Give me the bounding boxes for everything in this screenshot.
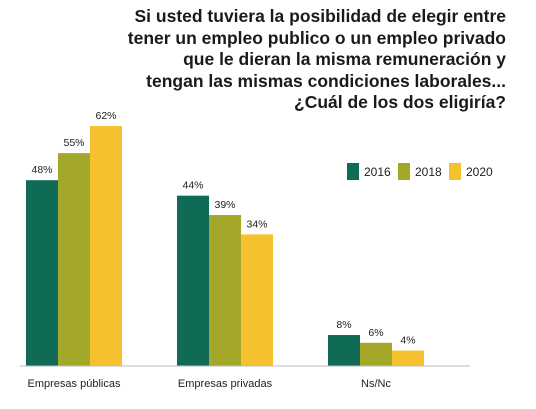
bar-2018-1 [209,215,241,366]
legend-label: 2016 [364,165,391,179]
bar-2020-2 [392,350,424,366]
bar-2018-0 [58,153,90,366]
category-labels: Empresas públicas Empresas privadas Ns/Nc [28,378,392,390]
chart-title: Si usted tuviera la posibilidad de elegi… [6,6,506,114]
category-label: Ns/Nc [361,378,391,390]
bar-2020-0 [90,126,122,366]
title-line: tengan las mismas condiciones laborales.… [146,70,506,91]
title-line: Si usted tuviera la posibilidad de elegi… [134,6,507,26]
bars-group: 48% 55% 62% 44% 39% 34% 8% 6% 4% [26,110,424,366]
data-label: 48% [31,164,52,176]
legend-swatch-2016 [347,163,359,180]
bar-2016-0 [26,180,58,366]
data-label: 34% [246,218,267,230]
data-label: 6% [368,327,383,339]
legend-label: 2018 [415,165,442,179]
legend-swatch-2018 [398,163,410,180]
legend-label: 2020 [466,165,493,179]
legend: 2016 2018 2020 [347,163,493,180]
bar-2016-2 [328,335,360,366]
data-label: 62% [95,110,116,122]
title-line: ¿Cuál de los dos eligiría? [294,92,506,112]
title-line: que le dieran la misma remuneración y [183,49,506,69]
data-label: 55% [63,137,84,149]
bar-2018-2 [360,342,392,366]
data-label: 39% [214,199,235,211]
category-label: Empresas públicas [28,378,121,390]
data-label: 4% [400,335,415,347]
category-label: Empresas privadas [178,378,273,390]
data-label: 44% [182,180,203,192]
bar-2020-1 [241,234,273,366]
title-line: tener un empleo publico o un empleo priv… [127,27,506,48]
legend-swatch-2020 [449,163,461,180]
data-label: 8% [336,319,351,331]
bar-2016-1 [177,195,209,366]
